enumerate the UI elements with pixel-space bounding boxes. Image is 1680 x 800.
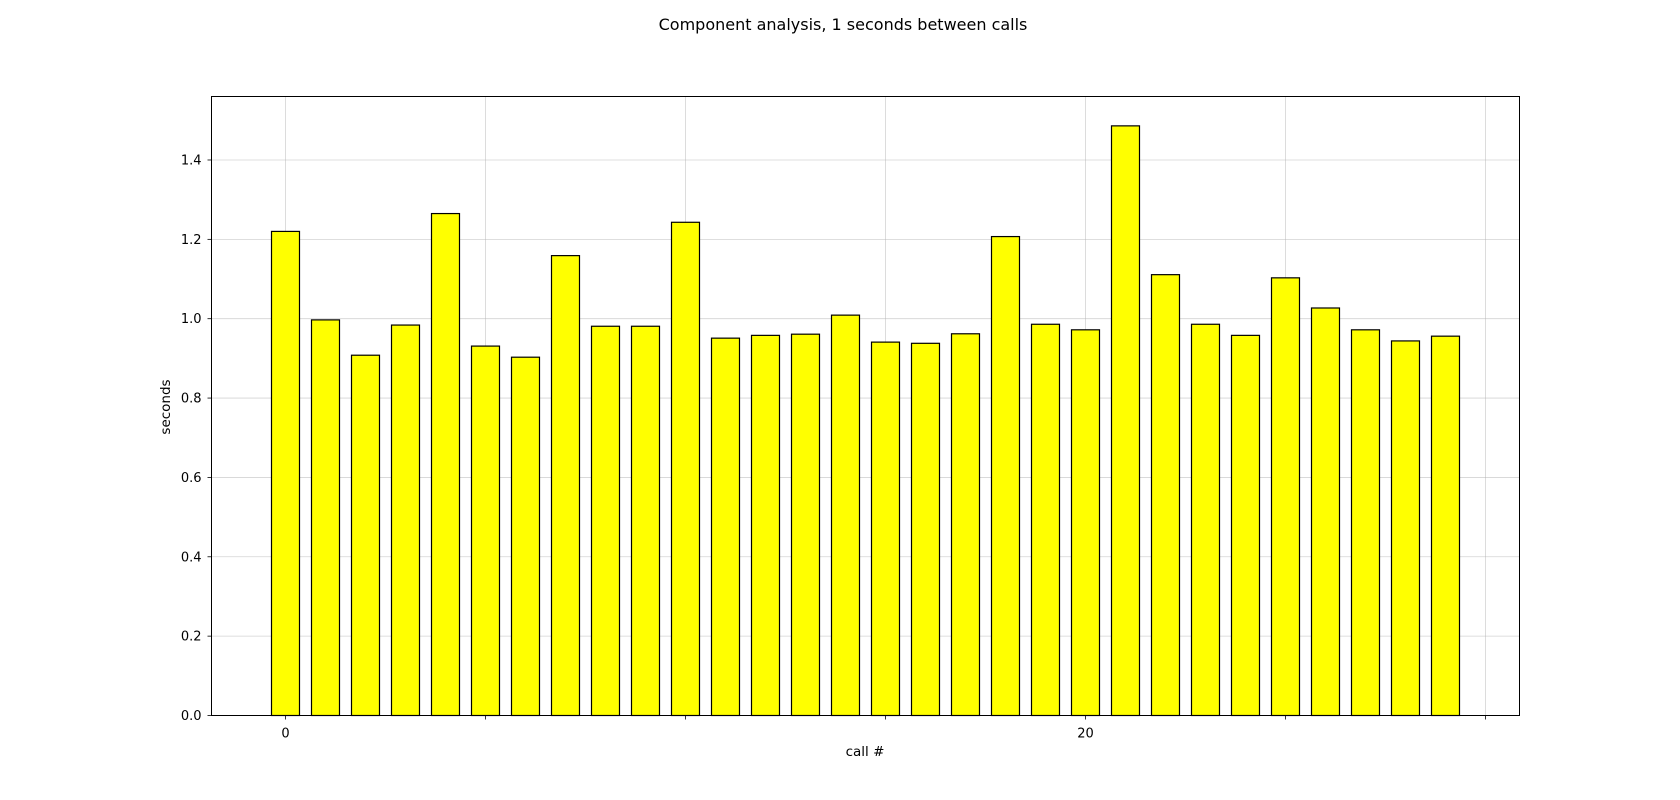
x-axis-ticks: 0 20 (281, 715, 1486, 742)
bar-call-5 (470, 345, 501, 717)
y-tick-label: 0.8 (181, 392, 202, 407)
y-tick-label: 1.2 (181, 233, 202, 248)
bar-call-1 (310, 319, 341, 717)
bar-call-24 (1230, 334, 1261, 717)
bar-call-7 (550, 255, 581, 717)
bar-call-13 (790, 333, 821, 717)
bar-call-21 (1110, 125, 1141, 717)
bar-call-9 (630, 325, 661, 717)
bar-call-29 (1430, 335, 1461, 717)
bar-call-26 (1310, 307, 1341, 717)
chart-title: Component analysis, 1 seconds between ca… (659, 15, 1028, 34)
y-tick-label: 1.0 (181, 312, 202, 327)
y-axis-label: seconds (158, 379, 174, 434)
y-axis-ticks: 0.0 0.2 0.4 0.6 0.8 1.0 1.2 1.4 (181, 153, 212, 724)
bar-call-8 (590, 325, 621, 717)
y-tick-label: 0.0 (181, 709, 202, 724)
bar-call-0 (270, 230, 301, 717)
y-tick-label: 1.4 (181, 153, 202, 168)
bar-call-12 (750, 334, 781, 717)
bars (270, 125, 1461, 717)
bar-call-6 (510, 356, 541, 717)
x-axis-label: call # (846, 744, 885, 760)
bar-call-19 (1030, 323, 1061, 717)
bar-call-4 (430, 212, 461, 717)
bar-call-22 (1150, 274, 1181, 717)
bar-call-20 (1070, 329, 1101, 717)
x-tick-label: 20 (1077, 727, 1094, 742)
bar-call-28 (1390, 340, 1421, 717)
bar-call-10 (670, 221, 701, 717)
bar-call-11 (710, 337, 741, 717)
y-tick-label: 0.4 (181, 550, 202, 565)
bar-call-27 (1350, 329, 1381, 717)
y-tick-label: 0.6 (181, 471, 202, 486)
bar-call-23 (1190, 323, 1221, 717)
bar-call-16 (910, 342, 941, 717)
x-tick-label: 0 (281, 727, 289, 742)
y-tick-label: 0.2 (181, 630, 202, 645)
bar-call-2 (350, 354, 381, 717)
bar-call-17 (950, 333, 981, 717)
bar-call-3 (390, 324, 421, 717)
bar-call-18 (990, 235, 1021, 717)
bar-call-15 (870, 341, 901, 717)
bar-call-25 (1270, 277, 1301, 717)
plot-frame (211, 96, 1520, 716)
bar-call-14 (830, 314, 861, 717)
